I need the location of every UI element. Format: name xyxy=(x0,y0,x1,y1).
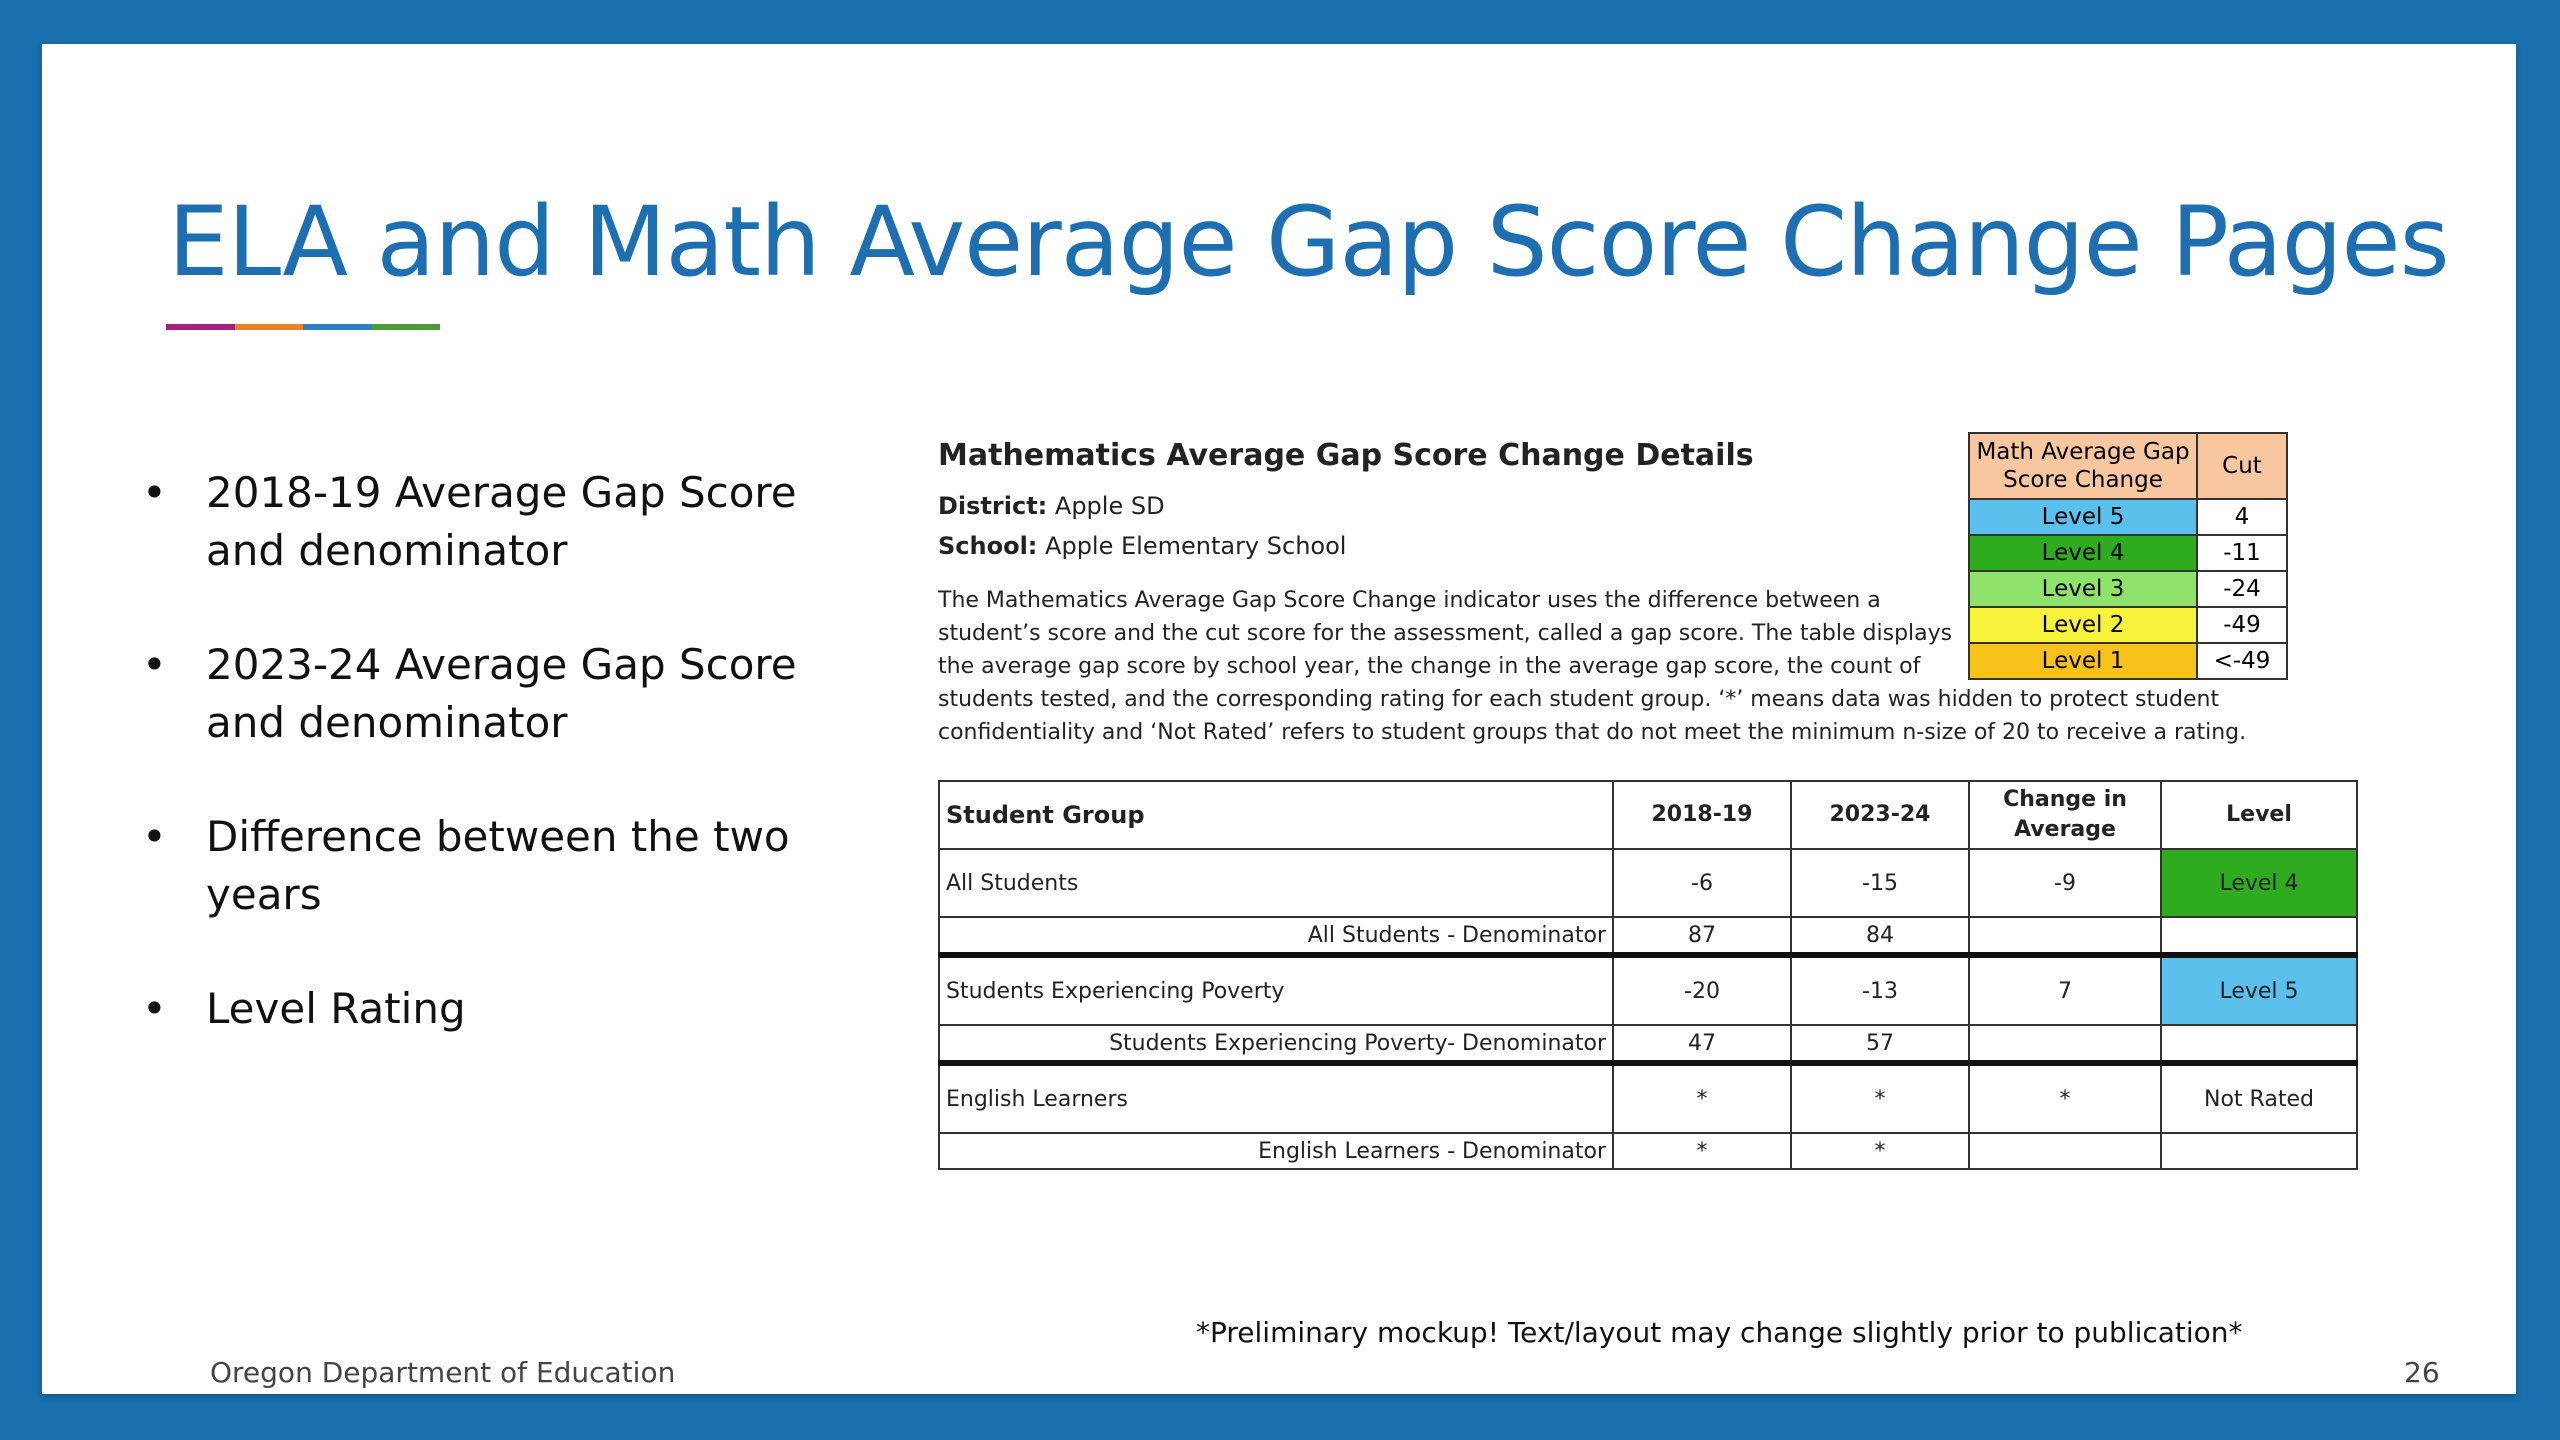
header-student-group: Student Group xyxy=(938,780,1614,850)
header-level: Level xyxy=(2160,780,2358,850)
report-description: The Mathematics Average Gap Score Change… xyxy=(938,584,2328,749)
legend-level-label: Level 5 xyxy=(1968,498,2198,536)
denominator-level-empty xyxy=(2160,1132,2358,1170)
bullet-list: • 2018-19 Average Gap Score and denominat… xyxy=(142,464,882,1094)
district-value: Apple SD xyxy=(1054,492,1165,520)
denominator-row: All Students - Denominator 87 84 xyxy=(938,916,2358,958)
denominator-2023-24: 57 xyxy=(1790,1024,1970,1066)
legend-level-cut: 4 xyxy=(2196,498,2288,536)
value-change: * xyxy=(1968,1062,2162,1134)
denominator-label: All Students - Denominator xyxy=(938,916,1614,958)
gap-score-table: Student Group 2018-19 2023-24 Change in … xyxy=(938,780,2358,1170)
denominator-2023-24: 84 xyxy=(1790,916,1970,958)
bullet-text: Level Rating xyxy=(206,984,466,1033)
legend-row: Level 5 4 xyxy=(1968,498,2288,536)
value-2018-19: -6 xyxy=(1612,848,1792,918)
level-rating: Not Rated xyxy=(2160,1062,2358,1134)
bullet-item: • 2023-24 Average Gap Score and denominat… xyxy=(142,636,882,752)
bullet-dot: • xyxy=(142,812,167,861)
legend-row: Level 1 <-49 xyxy=(1968,642,2288,680)
slide-title: ELA and Math Average Gap Score Change Pa… xyxy=(168,186,2450,298)
legend-level-cut: -24 xyxy=(2196,570,2288,608)
group-name: Students Experiencing Poverty xyxy=(938,954,1614,1026)
school-label: School: xyxy=(938,532,1038,560)
district-label: District: xyxy=(938,492,1048,520)
slide: ELA and Math Average Gap Score Change Pa… xyxy=(42,44,2516,1394)
legend-level-label: Level 2 xyxy=(1968,606,2198,644)
legend-row: Level 2 -49 xyxy=(1968,606,2288,644)
denominator-change-empty xyxy=(1968,1132,2162,1170)
value-2023-24: -15 xyxy=(1790,848,1970,918)
level-rating: Level 5 xyxy=(2160,954,2358,1026)
bullet-dot: • xyxy=(142,640,167,689)
table-row: Students Experiencing Poverty -20 -13 7 … xyxy=(938,954,2358,1026)
legend-header-label: Math Average Gap Score Change xyxy=(1968,432,2198,500)
footer-organization: Oregon Department of Education xyxy=(210,1356,676,1389)
denominator-2023-24: * xyxy=(1790,1132,1970,1170)
group-name: All Students xyxy=(938,848,1614,918)
school-value: Apple Elementary School xyxy=(1045,532,1347,560)
description-part-2: students tested, and the corresponding r… xyxy=(938,687,2247,745)
table-row: All Students -6 -15 -9 Level 4 xyxy=(938,848,2358,918)
title-accent-bar xyxy=(166,324,440,330)
bullet-text: 2018-19 Average Gap Score and denominato… xyxy=(206,468,797,575)
preliminary-note: *Preliminary mockup! Text/layout may cha… xyxy=(1196,1316,2243,1349)
accent-segment-4 xyxy=(371,324,440,330)
report-mockup: Mathematics Average Gap Score Change Det… xyxy=(938,388,2408,1178)
legend-row: Level 4 -11 xyxy=(1968,534,2288,572)
denominator-change-empty xyxy=(1968,1024,2162,1066)
school-line: School: Apple Elementary School xyxy=(938,532,1346,560)
accent-segment-1 xyxy=(166,324,235,330)
denominator-change-empty xyxy=(1968,916,2162,958)
legend-header-cut: Cut xyxy=(2196,432,2288,500)
accent-segment-2 xyxy=(234,324,303,330)
bullet-dot: • xyxy=(142,468,167,517)
value-change: -9 xyxy=(1968,848,2162,918)
legend-level-cut: -11 xyxy=(2196,534,2288,572)
bullet-item: • Difference between the two years xyxy=(142,808,882,924)
district-line: District: Apple SD xyxy=(938,492,1165,520)
value-2023-24: -13 xyxy=(1790,954,1970,1026)
bullet-dot: • xyxy=(142,984,167,1033)
legend-row: Level 3 -24 xyxy=(1968,570,2288,608)
denominator-label: English Learners - Denominator xyxy=(938,1132,1614,1170)
table-header-row: Student Group 2018-19 2023-24 Change in … xyxy=(938,780,2358,850)
table-row: English Learners * * * Not Rated xyxy=(938,1062,2358,1134)
description-part-1: The Mathematics Average Gap Score Change… xyxy=(938,588,1953,679)
denominator-row: Students Experiencing Poverty- Denominat… xyxy=(938,1024,2358,1066)
denominator-level-empty xyxy=(2160,1024,2358,1066)
accent-segment-3 xyxy=(303,324,372,330)
header-2023-24: 2023-24 xyxy=(1790,780,1970,850)
bullet-item: • 2018-19 Average Gap Score and denominat… xyxy=(142,464,882,580)
value-2018-19: * xyxy=(1612,1062,1792,1134)
value-2018-19: -20 xyxy=(1612,954,1792,1026)
denominator-2018-19: * xyxy=(1612,1132,1792,1170)
legend-level-cut: -49 xyxy=(2196,606,2288,644)
legend-level-label: Level 1 xyxy=(1968,642,2198,680)
bullet-text: 2023-24 Average Gap Score and denominato… xyxy=(206,640,797,747)
group-name: English Learners xyxy=(938,1062,1614,1134)
level-rating: Level 4 xyxy=(2160,848,2358,918)
denominator-2018-19: 47 xyxy=(1612,1024,1792,1066)
legend-level-label: Level 3 xyxy=(1968,570,2198,608)
report-title: Mathematics Average Gap Score Change Det… xyxy=(938,438,1754,473)
denominator-label: Students Experiencing Poverty- Denominat… xyxy=(938,1024,1614,1066)
legend-level-label: Level 4 xyxy=(1968,534,2198,572)
level-cut-legend: Math Average Gap Score Change Cut Level … xyxy=(1968,432,2288,680)
value-change: 7 xyxy=(1968,954,2162,1026)
header-change: Change in Average xyxy=(1968,780,2162,850)
legend-level-cut: <-49 xyxy=(2196,642,2288,680)
page-number: 26 xyxy=(2404,1356,2440,1389)
denominator-level-empty xyxy=(2160,916,2358,958)
bullet-item: • Level Rating xyxy=(142,980,882,1038)
header-2018-19: 2018-19 xyxy=(1612,780,1792,850)
denominator-2018-19: 87 xyxy=(1612,916,1792,958)
value-2023-24: * xyxy=(1790,1062,1970,1134)
denominator-row: English Learners - Denominator * * xyxy=(938,1132,2358,1170)
bullet-text: Difference between the two years xyxy=(206,812,790,919)
